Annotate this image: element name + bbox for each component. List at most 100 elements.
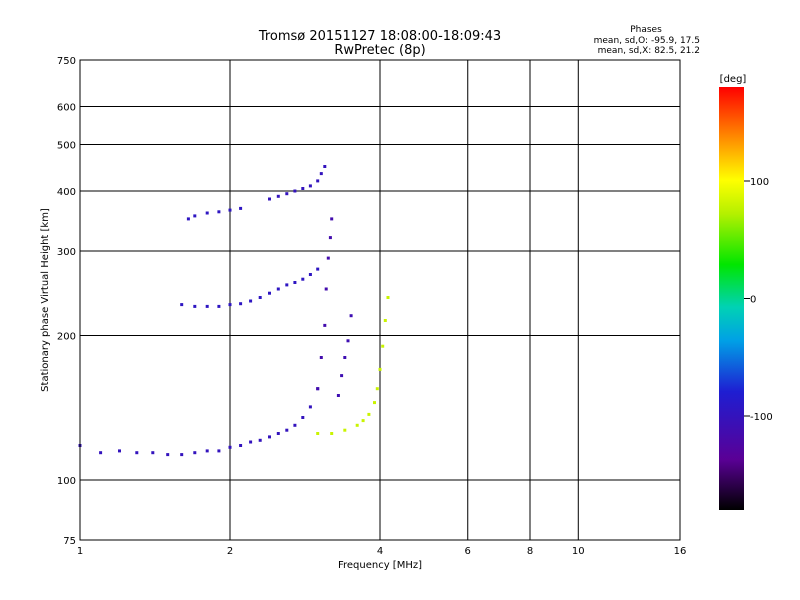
data-point — [293, 281, 297, 284]
data-point — [258, 296, 262, 299]
data-point — [308, 184, 312, 188]
colorbar-tick-label: 100 — [750, 177, 769, 188]
data-point — [381, 344, 385, 348]
data-point — [217, 449, 221, 453]
data-point — [301, 277, 305, 281]
data-point — [285, 192, 289, 196]
data-point — [386, 296, 390, 299]
data-point — [249, 299, 253, 303]
data-point — [276, 287, 280, 291]
stats-heading: Phases — [630, 25, 662, 35]
data-point — [180, 453, 184, 457]
data-point — [330, 432, 334, 435]
data-point — [193, 214, 197, 218]
x-tick-labels: 1 2 4 6 8 10 16 — [77, 546, 687, 557]
y-axis-title: Stationary phase Virtual Height [km] — [40, 208, 51, 392]
y-tick-label: 200 — [57, 332, 76, 343]
data-point — [239, 206, 243, 210]
data-point — [308, 273, 312, 276]
data-point — [239, 444, 243, 447]
data-point — [367, 412, 371, 416]
data-point — [151, 451, 155, 455]
data-point — [319, 172, 323, 176]
data-point — [316, 387, 320, 391]
data-point — [239, 302, 243, 306]
data-point — [343, 428, 347, 432]
y-tick-label: 100 — [57, 476, 76, 487]
stats-line-o: mean, sd,O: -95.9, 17.5 — [594, 36, 700, 46]
data-point — [228, 303, 232, 307]
y-tick-label: 300 — [57, 247, 76, 258]
data-point — [336, 394, 340, 397]
x-tick-label: 4 — [377, 546, 383, 557]
data-point — [301, 187, 305, 190]
colorbar-tick-label: 0 — [750, 295, 756, 306]
data-point — [319, 356, 323, 359]
y-tick-labels: 75 100 200 300 400 500 600 750 — [57, 56, 76, 547]
x-tick-label: 8 — [527, 546, 533, 557]
data-point — [99, 451, 103, 455]
data-point — [193, 451, 197, 455]
data-point — [118, 449, 121, 453]
y-tick-label: 500 — [57, 141, 76, 152]
data-point — [330, 217, 334, 221]
data-point — [205, 304, 209, 308]
data-point — [349, 314, 353, 318]
data-point — [166, 453, 170, 457]
y-tick-label: 75 — [63, 536, 76, 547]
data-point — [361, 419, 365, 423]
data-point — [316, 267, 320, 271]
data-point — [268, 291, 271, 295]
scatter-layer — [78, 165, 390, 457]
data-point — [205, 211, 209, 215]
colorbar-label: [deg] — [720, 74, 747, 85]
plot-frame — [79, 59, 681, 541]
chart-subtitle: RwPretec (8p) — [334, 43, 425, 58]
data-point — [180, 303, 184, 307]
chart-title: Tromsø 20151127 18:08:00-18:09:43 — [258, 29, 501, 44]
x-tick-label: 1 — [77, 546, 83, 557]
data-point — [293, 189, 297, 193]
data-point — [326, 256, 330, 260]
data-point — [316, 179, 320, 183]
data-point — [378, 367, 382, 371]
y-tick-label: 400 — [57, 187, 76, 198]
x-tick-label: 6 — [465, 546, 471, 557]
data-point — [375, 387, 379, 391]
data-point — [308, 405, 312, 409]
data-point — [323, 165, 327, 168]
x-tick-label: 10 — [572, 546, 585, 557]
colorbar — [719, 87, 744, 510]
data-point — [316, 432, 320, 435]
data-point — [293, 423, 297, 427]
data-point — [323, 323, 327, 327]
data-point — [193, 304, 197, 308]
data-point — [186, 217, 190, 221]
data-point — [258, 438, 262, 442]
y-tick-label: 600 — [57, 103, 76, 114]
data-point — [268, 197, 271, 201]
data-point — [373, 401, 376, 405]
x-tick-label: 2 — [227, 546, 233, 557]
data-point — [355, 423, 359, 427]
data-point — [324, 287, 328, 291]
data-point — [343, 356, 347, 359]
data-point — [217, 304, 221, 308]
colorbar-ticks: 100 0 -100 — [744, 177, 773, 423]
grid-layer — [80, 60, 680, 540]
x-axis-title: Frequency [MHz] — [338, 560, 422, 571]
data-point — [135, 451, 139, 455]
data-point — [340, 374, 344, 378]
data-point — [383, 319, 387, 322]
data-point — [205, 449, 209, 453]
x-tick-label: 16 — [674, 546, 687, 557]
data-point — [276, 432, 280, 435]
data-point — [285, 428, 289, 432]
y-tick-label: 750 — [57, 56, 76, 67]
data-point — [217, 210, 221, 214]
data-point — [249, 440, 253, 444]
data-point — [301, 416, 305, 419]
colorbar-tick-label: -100 — [750, 412, 773, 423]
data-point — [285, 283, 289, 287]
